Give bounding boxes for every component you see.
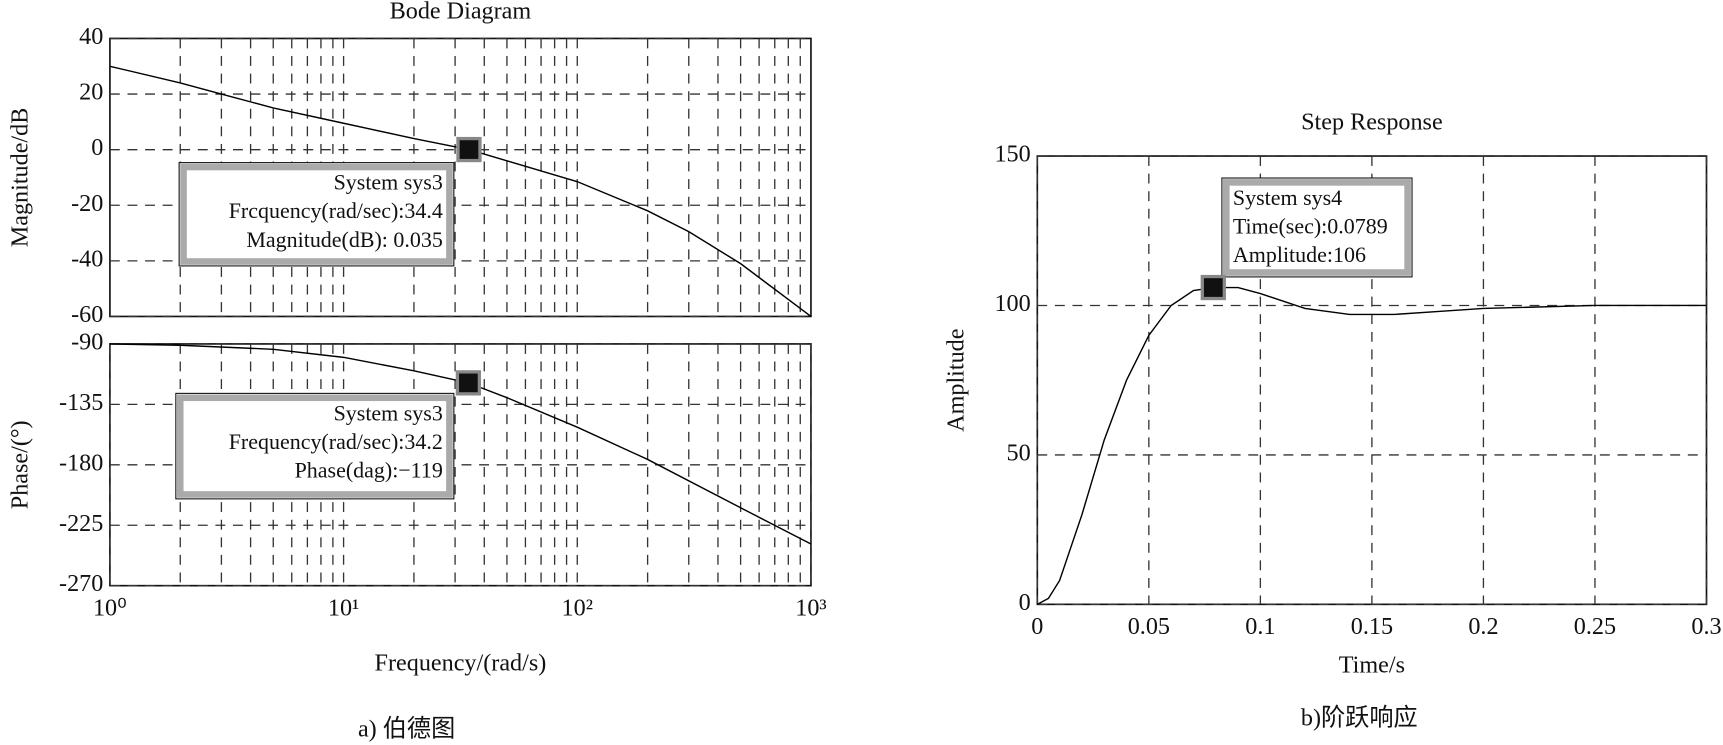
datatip-text: Frequency(rad/sec):34.2	[229, 429, 443, 454]
y-axis-label: Magnitude/dB	[7, 108, 34, 248]
x-tick-label: 0.2	[1468, 613, 1498, 640]
y-tick-label: -180	[59, 449, 103, 476]
y-tick-label: 0	[91, 134, 103, 161]
datatip-text: Frcquency(rad/sec):34.4	[229, 198, 443, 223]
y-tick-label: 40	[79, 23, 103, 50]
x-tick-label: 0.3	[1691, 613, 1721, 640]
x-tick-label: 10²	[562, 594, 593, 621]
y-tick-label: -60	[71, 301, 103, 328]
x-tick-label: 10⁰	[93, 594, 127, 621]
chart-title: Step Response	[1301, 109, 1443, 136]
x-tick-label: 0.15	[1351, 613, 1393, 640]
datatip-marker	[455, 370, 482, 396]
x-axis-label: Time/s	[1339, 652, 1405, 679]
datatip-box	[175, 392, 455, 500]
datatip-marker	[1200, 274, 1226, 301]
y-tick-label: 20	[79, 79, 103, 106]
x-tick-label: 10³	[795, 594, 826, 621]
x-tick-label: 0.05	[1128, 613, 1170, 640]
y-tick-label: -225	[59, 510, 103, 537]
caption: a) 伯德图	[358, 715, 455, 742]
x-tick-label: 0.25	[1574, 613, 1616, 640]
datatip-inner	[180, 163, 453, 265]
datatip-inner	[1223, 179, 1411, 276]
y-axis-label: Amplitude	[943, 329, 970, 432]
y-tick-label: 50	[1007, 439, 1031, 466]
datatip-text: Amplitude:106	[1233, 242, 1366, 267]
y-tick-label: -270	[59, 570, 103, 597]
x-tick-label: 0	[1031, 613, 1043, 640]
datatip-box	[1221, 177, 1413, 278]
y-axis-label: Phase/(°)	[7, 420, 34, 509]
datatip-text: System sys4	[1233, 185, 1342, 210]
datatip-text: System sys3	[334, 400, 443, 425]
datatip-marker	[456, 136, 482, 163]
x-tick-label: 0.1	[1245, 613, 1275, 640]
caption: b)阶跃响应	[1301, 704, 1418, 731]
y-tick-label: -20	[71, 190, 103, 217]
datatip-inner	[176, 394, 453, 498]
datatip-box	[178, 162, 455, 267]
datatip-text: Magnitude(dB): 0.035	[246, 227, 442, 252]
y-tick-label: 100	[994, 290, 1030, 317]
y-tick-label: -40	[71, 245, 103, 272]
y-tick-label: -90	[71, 328, 103, 355]
x-axis-label: Frequency/(rad/s)	[375, 649, 547, 676]
y-tick-label: 0	[1019, 589, 1031, 616]
y-tick-label: 150	[994, 141, 1030, 168]
x-tick-label: 10¹	[328, 594, 359, 621]
datatip-text: System sys3	[334, 170, 443, 195]
chart-title: Bode Diagram	[390, 0, 532, 25]
datatip-text: Time(sec):0.0789	[1233, 214, 1388, 239]
y-tick-label: -135	[59, 389, 103, 416]
datatip-text: Phase(dag):−119	[295, 458, 443, 483]
